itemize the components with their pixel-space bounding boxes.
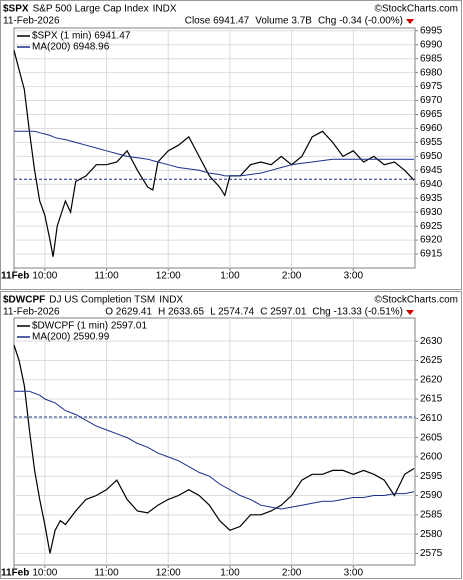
stat: Chg -0.34 (-0.00%) [318,16,403,27]
y-tick-label: 6950 [420,151,443,162]
legend-label: $SPX (1 min) 6941.47 [32,31,131,42]
exchange: INDX [159,295,183,306]
date: 11-Feb-2026 [3,16,60,27]
x-tick-label: 3:00 [344,271,364,282]
y-tick-label: 6995 [420,25,443,36]
x-tick-label: 11Feb [1,271,29,282]
x-tick-label: 2:00 [282,271,302,282]
y-tick-label: 2575 [420,548,443,559]
y-tick-label: 6955 [420,137,443,148]
x-tick-label: 11:00 [94,568,119,579]
y-tick-label: 6915 [420,249,443,260]
chart-title: S&P 500 Large Cap Index [33,4,149,15]
change-arrow [406,310,414,315]
y-tick-label: 2625 [420,355,443,366]
ticker: $DWCPF [3,295,45,306]
y-tick-label: 6965 [420,109,443,120]
x-tick-label: 1:00 [220,568,240,579]
y-tick-label: 6920 [420,235,443,246]
price-line [13,50,415,257]
legend-label: MA(200) 6948.96 [32,42,110,53]
x-tick-label: 3:00 [344,568,364,579]
x-tick-label: 2:00 [282,568,302,579]
y-tick-label: 2620 [420,374,443,385]
y-tick-label: 2605 [420,432,443,443]
x-tick-label: 12:00 [156,568,181,579]
price-line [14,130,415,177]
legend-label: $DWCPF (1 min) 2597.01 [32,321,147,332]
x-tick-label: 11:00 [94,271,119,282]
date: 11-Feb-2026 [3,307,60,318]
x-tick-label: 12:00 [156,271,181,282]
exchange: INDX [153,4,177,15]
y-tick-label: 2580 [420,529,443,540]
y-tick-label: 6980 [420,67,443,78]
x-tick-label: 10:00 [32,568,57,579]
y-tick-label: 6960 [420,123,443,134]
plot-area [13,27,416,269]
watermark: ©StockCharts.com [374,295,458,306]
y-tick-label: 6935 [420,193,443,204]
y-tick-label: 2600 [420,452,443,463]
y-tick-label: 2610 [420,413,443,424]
stat: O 2629.41 [105,307,152,318]
watermark: ©StockCharts.com [374,4,458,15]
stat: H 2633.65 [158,307,205,318]
stat: Volume 3.7B [255,16,312,27]
y-tick-label: 6990 [420,39,443,50]
stat: Close 6941.47 [185,16,250,27]
change-arrow [406,19,414,24]
y-tick-label: 6940 [420,179,443,190]
price-line [14,390,415,510]
y-tick-label: 6970 [420,95,443,106]
y-tick-label: 2615 [420,394,443,405]
y-tick-label: 6945 [420,165,443,176]
ticker: $SPX [3,4,29,15]
y-tick-label: 2630 [420,336,443,347]
y-tick-label: 6930 [420,207,443,218]
x-tick-label: 1:00 [220,271,240,282]
legend-label: MA(200) 2590.99 [32,332,110,343]
x-tick-label: 10:00 [32,271,57,282]
y-tick-label: 2590 [420,490,443,501]
y-tick-label: 2585 [420,509,443,520]
price-line [13,344,415,554]
chart-title: DJ US Completion TSM [49,295,155,306]
y-tick-label: 6985 [420,53,443,64]
stat: L 2574.74 [210,307,255,318]
x-tick-label: 11Feb [1,568,29,579]
stat: Chg -13.33 (-0.51%) [312,307,403,318]
y-tick-label: 6975 [420,81,443,92]
y-tick-label: 6925 [420,221,443,232]
y-tick-label: 2595 [420,471,443,482]
stat: C 2597.01 [260,307,307,318]
plot-area [13,317,416,566]
